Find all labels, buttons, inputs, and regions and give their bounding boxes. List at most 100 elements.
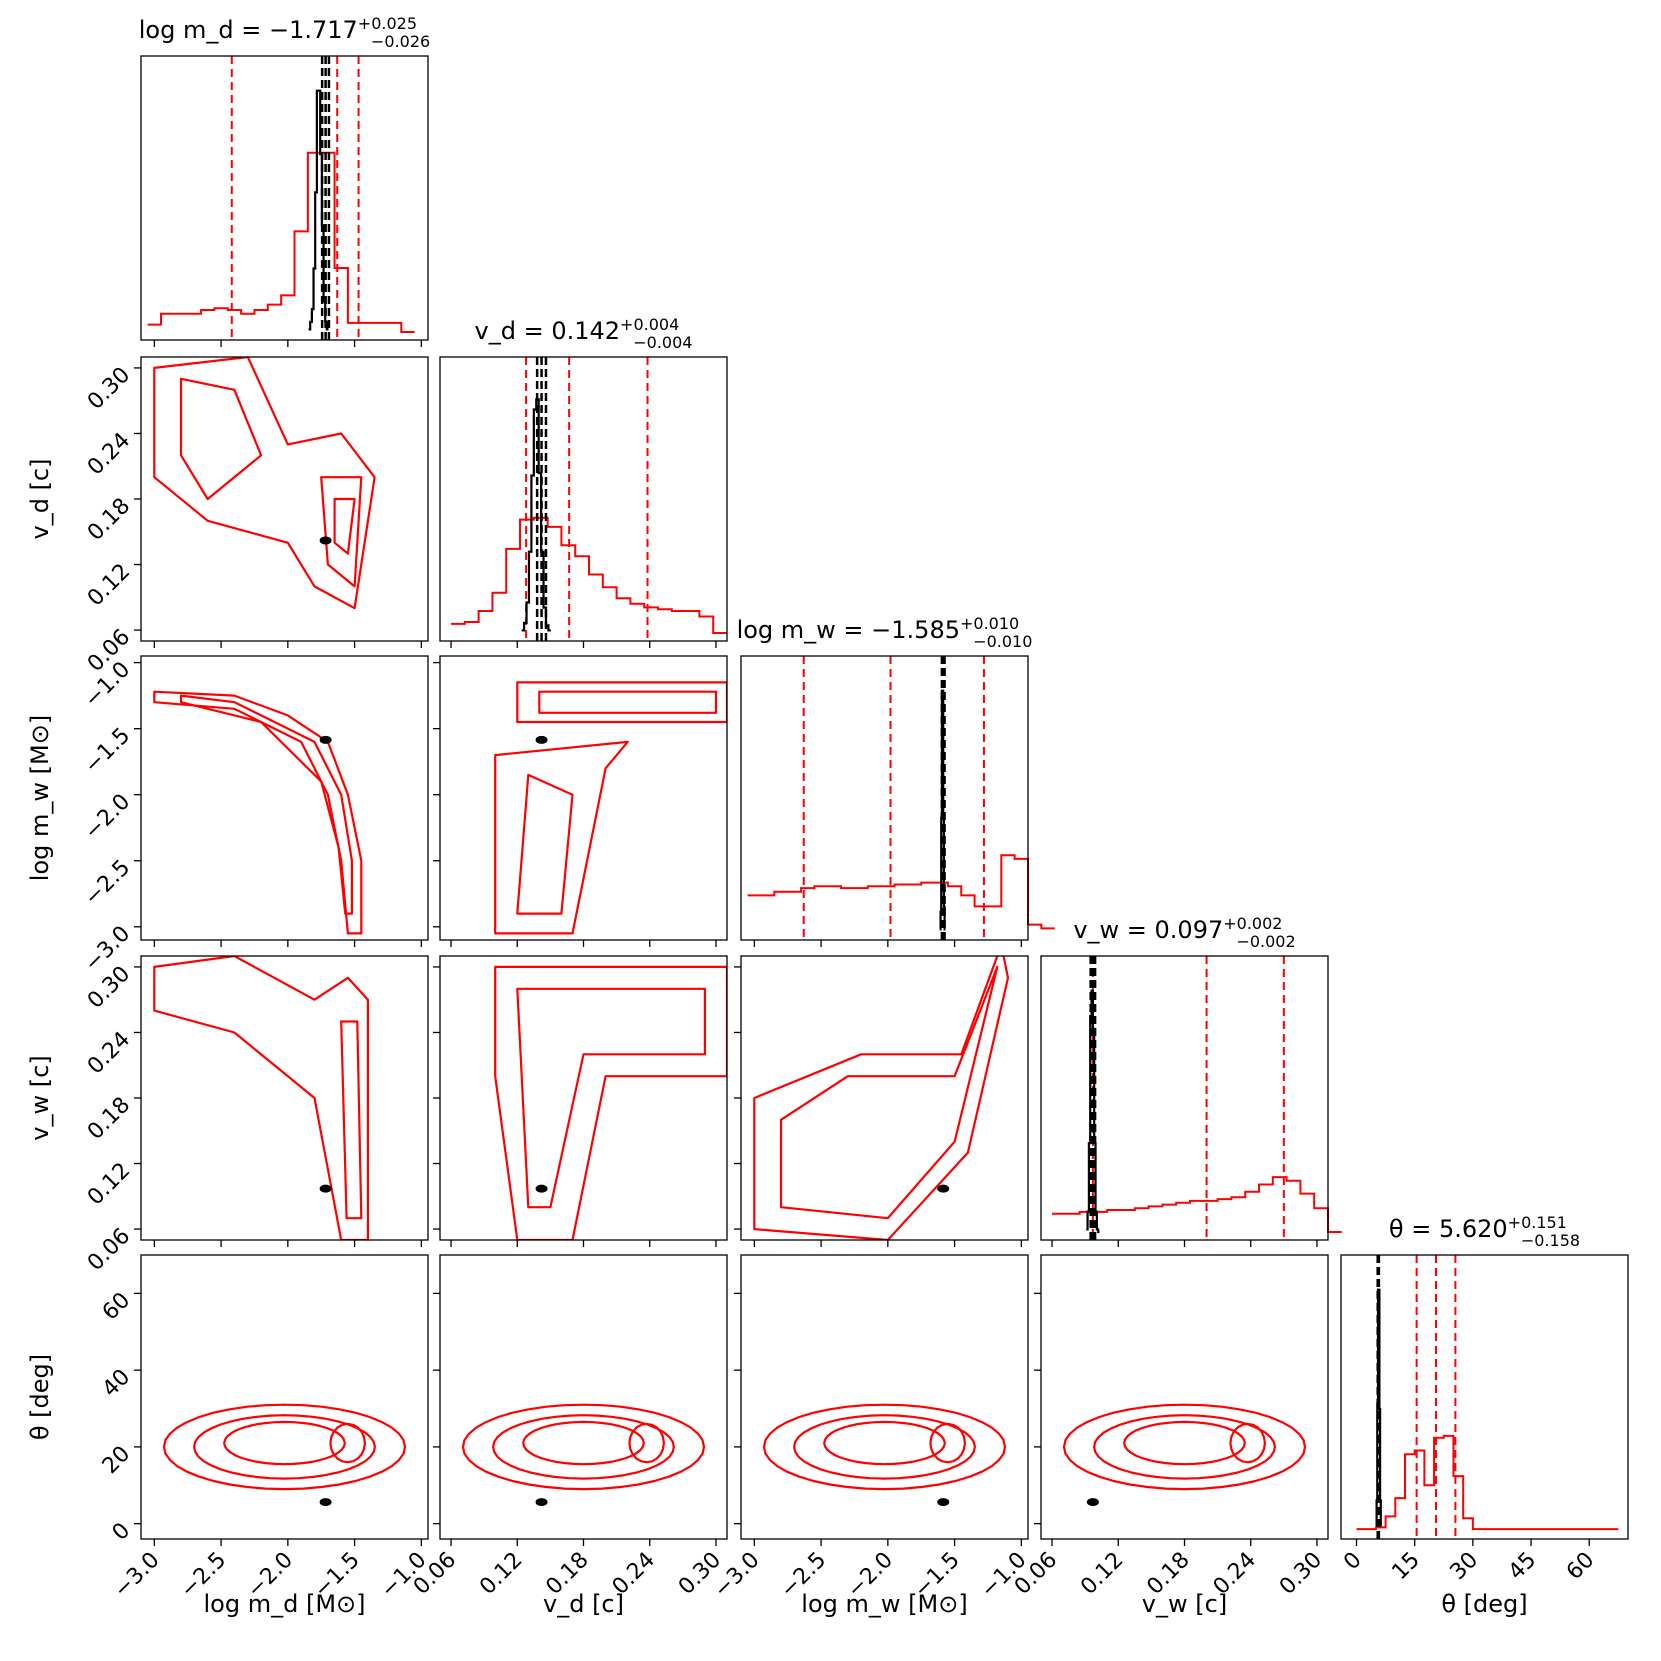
black-contour-blob [937,1184,950,1193]
red-contour [522,1420,645,1466]
panel-frame [439,955,728,1241]
red-contour [1229,1422,1266,1464]
x-tick-label: 45 [1504,1548,1541,1585]
x-tick-label: 30 [1446,1548,1483,1585]
contours [1062,1403,1307,1507]
contours [461,1403,706,1507]
red-contour [153,690,363,935]
contours [153,956,369,1240]
black-histogram [308,89,329,331]
red-histogram [1356,1434,1619,1531]
panel-diag-vw: v_w = 0.097+0.002 −0.002 [1040,914,1342,1241]
y-tick-label: 0.24 [83,1027,135,1079]
x-tick-label: −3.0 [109,1548,164,1603]
panel-frame [439,655,728,941]
diag-title-vd: v_d = 0.142+0.004 −0.004 [475,315,693,352]
red-contour [179,694,353,915]
y-axis-label-vw: v_w [c] [26,1055,54,1140]
x-tick-label: 15 [1387,1548,1424,1585]
red-contour [929,1422,966,1464]
red-contour [753,956,1010,1240]
panel-vw-vs-vd [439,955,728,1241]
panel-frame [140,655,429,941]
x-tick-label: 0.30 [1275,1548,1327,1600]
y-tick-label: −1.5 [80,723,135,778]
y-tick-label: 0.06 [83,1224,135,1276]
y-axis-label-theta: θ [deg] [26,1354,54,1440]
red-contour [320,476,363,588]
panel-diag-log_md: log m_d = −1.717+0.025 −0.026 [139,14,430,341]
x-axis-vw: 0.06 0.12 0.18 0.24 0.30v_w [c] [1010,1240,1327,1618]
red-contour [1123,1420,1246,1466]
black-contour-blob [319,536,332,545]
y-axis-vw: 0.060.120.180.240.30v_w [c] [26,961,741,1276]
x-axis-label-log_mw: log m_w [M⊙] [801,1590,967,1618]
red-contour [223,1420,346,1466]
x-tick-label: 0.12 [475,1548,527,1600]
black-contour-blob [535,1184,548,1193]
x-tick-label: −3.0 [709,1548,764,1603]
contours [762,1403,1007,1507]
x-axis-label-theta: θ [deg] [1441,1590,1527,1618]
diag-title-vw: v_w = 0.097+0.002 −0.002 [1073,914,1295,951]
black-contour-blob [319,1498,332,1507]
red-contour [779,965,999,1220]
panel-theta-vs-log_md [140,1254,429,1540]
red-histogram [1052,1176,1342,1233]
contours [162,1403,407,1507]
contours [494,965,727,1240]
diag-title-theta: θ = 5.620+0.151 −0.158 [1389,1213,1580,1250]
y-tick-label: 0.12 [83,559,135,611]
red-contour [329,1422,366,1464]
panel-frame [740,655,1029,941]
red-contour [494,740,629,935]
panel-frame [1040,955,1329,1241]
y-tick-label: 0.18 [83,494,135,546]
diag-title-log_md: log m_d = −1.717+0.025 −0.026 [139,14,430,51]
x-axis-theta: 0 15 30 45 60 θ [deg] [1339,1539,1599,1618]
black-contour-blob [937,1498,950,1507]
panel-frame [140,955,429,1241]
x-axis-label-vw: v_w [c] [1142,1590,1227,1618]
red-contour [516,987,706,1209]
red-contour [793,1414,976,1480]
red-contour [162,1403,407,1491]
red-histogram [451,516,727,634]
y-tick-label: 0.24 [83,428,135,480]
y-axis-label-vd: v_d [c] [26,459,54,540]
panel-vd-vs-log_md [140,356,429,642]
x-tick-label: 0 [1339,1548,1367,1576]
x-axis-label-vd: v_d [c] [543,1590,624,1618]
x-tick-label: 60 [1562,1548,1599,1585]
panel-theta-vs-vd [439,1254,728,1540]
red-contour [494,965,727,1240]
panel-frame [140,356,429,642]
y-tick-label: 0.18 [83,1093,135,1145]
panel-theta-vs-log_mw [740,1254,1029,1540]
red-contour [762,1403,1007,1491]
red-contour [492,1414,675,1480]
y-tick-label: −2.5 [80,855,135,910]
y-axis-label-log_mw: log m_w [M⊙] [26,715,54,881]
panel-theta-vs-vw [1040,1254,1329,1540]
y-axis-vd: 0.060.120.180.240.30v_d [c] [26,362,141,677]
y-tick-label: 0.30 [83,362,135,414]
red-contour [516,773,574,915]
y-tick-label: 40 [98,1365,135,1402]
black-contour-blob [1086,1498,1099,1507]
black-contour-blob [319,735,332,744]
red-contour [1062,1403,1307,1491]
black-contour-blob [535,735,548,744]
y-tick-label: 60 [98,1288,135,1325]
red-contour [538,690,718,714]
red-histogram [147,151,415,333]
panel-frame [140,1254,429,1540]
red-contour [823,1420,946,1466]
panel-diag-theta: θ = 5.620+0.151 −0.158 [1340,1213,1629,1540]
black-contour-blob [535,1498,548,1507]
x-tick-label: 0.12 [1076,1548,1128,1600]
y-tick-label: 20 [98,1441,135,1478]
y-tick-label: −2.0 [80,789,135,844]
